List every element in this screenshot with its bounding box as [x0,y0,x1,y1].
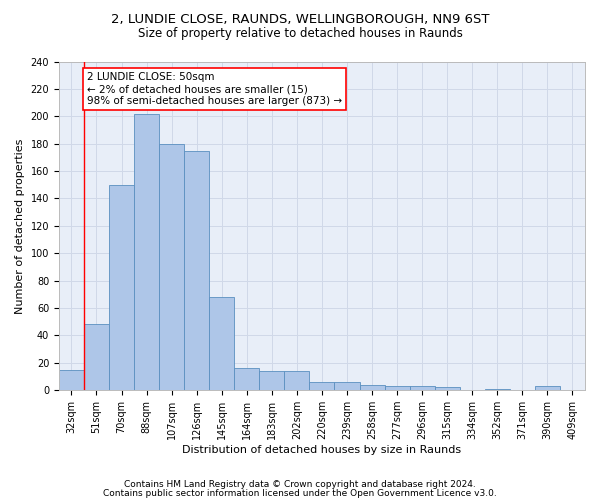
Bar [109,185,134,390]
Y-axis label: Number of detached properties: Number of detached properties [15,138,25,314]
Bar [359,384,385,390]
Bar [310,382,334,390]
Bar [334,382,359,390]
Bar [284,371,310,390]
Text: Contains public sector information licensed under the Open Government Licence v3: Contains public sector information licen… [103,489,497,498]
Bar [134,114,159,390]
Bar [485,389,510,390]
Bar [434,388,460,390]
Bar [159,144,184,390]
Text: Size of property relative to detached houses in Raunds: Size of property relative to detached ho… [137,28,463,40]
Bar [209,297,234,390]
Text: 2, LUNDIE CLOSE, RAUNDS, WELLINGBOROUGH, NN9 6ST: 2, LUNDIE CLOSE, RAUNDS, WELLINGBOROUGH,… [111,12,489,26]
Bar [385,386,410,390]
Text: 2 LUNDIE CLOSE: 50sqm
← 2% of detached houses are smaller (15)
98% of semi-detac: 2 LUNDIE CLOSE: 50sqm ← 2% of detached h… [87,72,342,106]
X-axis label: Distribution of detached houses by size in Raunds: Distribution of detached houses by size … [182,445,461,455]
Bar [184,150,209,390]
Bar [259,371,284,390]
Bar [535,386,560,390]
Text: Contains HM Land Registry data © Crown copyright and database right 2024.: Contains HM Land Registry data © Crown c… [124,480,476,489]
Bar [410,386,434,390]
Bar [234,368,259,390]
Bar [84,324,109,390]
Bar [59,370,84,390]
